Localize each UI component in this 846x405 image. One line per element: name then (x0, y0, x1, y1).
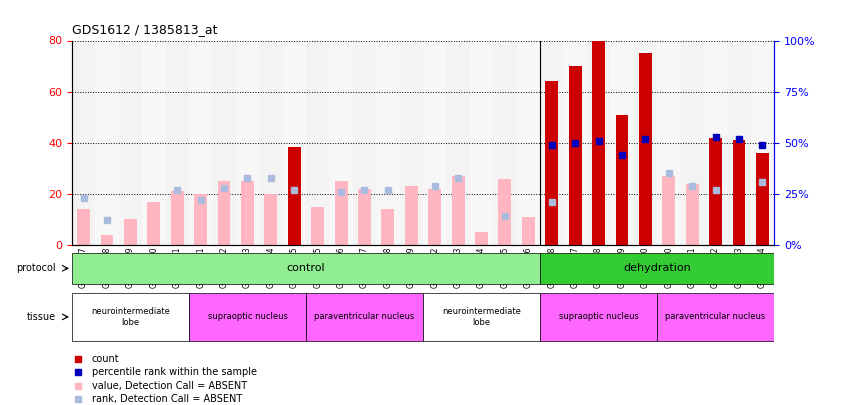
Text: neurointermediate
lobe: neurointermediate lobe (91, 307, 170, 326)
Bar (546, 81, 558, 245)
Bar (498, 179, 511, 245)
Bar (616, 115, 629, 245)
Bar (166, 40, 189, 245)
Text: value, Detection Call = ABSENT: value, Detection Call = ABSENT (91, 381, 247, 391)
Bar (657, 293, 774, 341)
Bar (72, 40, 96, 245)
Bar (405, 186, 418, 245)
Bar (288, 147, 300, 245)
Bar (306, 40, 329, 245)
Bar (756, 153, 769, 245)
Bar (217, 181, 230, 245)
Bar (728, 40, 750, 245)
Text: percentile rank within the sample: percentile rank within the sample (91, 367, 256, 377)
Bar (475, 232, 488, 245)
Text: paraventricular nucleus: paraventricular nucleus (666, 312, 766, 322)
Text: count: count (91, 354, 119, 364)
Bar (750, 40, 774, 245)
Bar (311, 207, 324, 245)
Bar (733, 140, 745, 245)
Bar (96, 40, 118, 245)
Text: neurointermediate
lobe: neurointermediate lobe (442, 307, 521, 326)
Bar (189, 40, 212, 245)
Bar (587, 40, 610, 245)
Text: supraoptic nucleus: supraoptic nucleus (207, 312, 288, 322)
Bar (353, 40, 376, 245)
Bar (634, 40, 657, 245)
Text: GDS1612 / 1385813_at: GDS1612 / 1385813_at (72, 23, 217, 36)
Bar (376, 40, 399, 245)
Bar (657, 40, 680, 245)
Bar (493, 40, 517, 245)
Bar (101, 235, 113, 245)
Bar (563, 40, 587, 245)
Text: paraventricular nucleus: paraventricular nucleus (315, 312, 415, 322)
Bar (423, 40, 447, 245)
Bar (517, 40, 540, 245)
Bar (610, 40, 634, 245)
Bar (265, 194, 277, 245)
Bar (428, 189, 441, 245)
Bar (142, 40, 166, 245)
Bar (72, 293, 189, 341)
Bar (147, 202, 160, 245)
Bar (686, 184, 699, 245)
Bar (335, 181, 348, 245)
Bar (569, 66, 581, 245)
Bar (639, 53, 651, 245)
Bar (283, 40, 306, 245)
Bar (195, 194, 207, 245)
Bar (189, 293, 306, 341)
Bar (540, 293, 657, 341)
Text: rank, Detection Call = ABSENT: rank, Detection Call = ABSENT (91, 394, 242, 404)
Text: supraoptic nucleus: supraoptic nucleus (558, 312, 639, 322)
Bar (540, 40, 563, 245)
Bar (399, 40, 423, 245)
Bar (259, 40, 283, 245)
Bar (540, 253, 774, 284)
Bar (118, 40, 142, 245)
Bar (236, 40, 259, 245)
Bar (704, 40, 728, 245)
Bar (77, 209, 90, 245)
Bar (329, 40, 353, 245)
Bar (680, 40, 704, 245)
Bar (662, 176, 675, 245)
Bar (306, 293, 423, 341)
Bar (447, 40, 470, 245)
Bar (423, 293, 540, 341)
Bar (452, 176, 464, 245)
Text: protocol: protocol (16, 263, 56, 273)
Bar (171, 191, 184, 245)
Text: control: control (287, 263, 325, 273)
Bar (241, 181, 254, 245)
Text: tissue: tissue (26, 312, 56, 322)
Bar (522, 217, 535, 245)
Bar (592, 40, 605, 245)
Bar (382, 209, 394, 245)
Bar (124, 220, 137, 245)
Bar (470, 40, 493, 245)
Bar (709, 138, 722, 245)
Bar (72, 253, 540, 284)
Bar (358, 189, 371, 245)
Bar (212, 40, 236, 245)
Text: dehydration: dehydration (624, 263, 691, 273)
